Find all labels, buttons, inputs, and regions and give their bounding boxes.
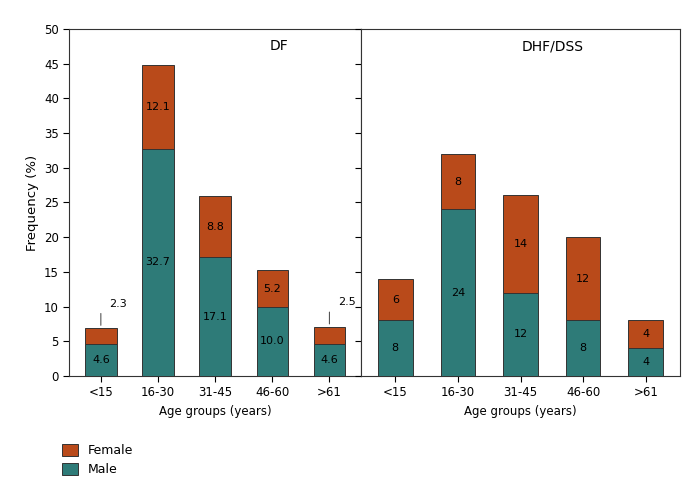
Bar (85, 328, 117, 344)
Text: 10.0: 10.0 (260, 336, 285, 346)
Text: 8: 8 (579, 343, 586, 353)
Text: DF: DF (270, 40, 289, 54)
Text: 32.7: 32.7 (146, 257, 171, 268)
Text: 8: 8 (455, 176, 462, 187)
Bar (566, 321, 600, 376)
Text: 8.8: 8.8 (206, 222, 224, 232)
Text: 17.1: 17.1 (203, 312, 228, 321)
Text: 6: 6 (392, 295, 399, 305)
Text: 4.6: 4.6 (92, 355, 110, 365)
Text: 2.5: 2.5 (338, 297, 356, 307)
Legend: Female, Male: Female, Male (62, 444, 133, 476)
Bar (199, 196, 231, 257)
Text: DHF/DSS: DHF/DSS (521, 40, 584, 54)
Bar (257, 270, 288, 307)
Bar (629, 321, 663, 348)
Bar (142, 65, 174, 149)
Bar (314, 327, 345, 344)
Bar (503, 196, 538, 293)
Text: 12: 12 (576, 274, 590, 284)
Text: 4.6: 4.6 (321, 355, 338, 365)
Bar (441, 209, 475, 376)
Text: 5.2: 5.2 (264, 283, 281, 294)
Bar (314, 344, 345, 376)
Bar (378, 279, 412, 321)
Bar (503, 293, 538, 376)
Bar (85, 344, 117, 376)
Text: 14: 14 (514, 239, 527, 249)
Y-axis label: Frequency (%): Frequency (%) (26, 154, 39, 251)
Bar (441, 154, 475, 209)
Text: 4: 4 (642, 357, 650, 367)
Bar (566, 237, 600, 321)
Bar (142, 149, 174, 376)
X-axis label: Age groups (years): Age groups (years) (464, 405, 577, 418)
Text: 8: 8 (391, 343, 399, 353)
X-axis label: Age groups (years): Age groups (years) (159, 405, 271, 418)
Text: 24: 24 (451, 288, 465, 298)
Bar (378, 321, 412, 376)
Text: 12: 12 (514, 329, 527, 339)
Bar (199, 257, 231, 376)
Text: 2.3: 2.3 (110, 299, 127, 308)
Bar (629, 348, 663, 376)
Text: 4: 4 (642, 329, 650, 339)
Text: 12.1: 12.1 (146, 102, 170, 112)
Bar (257, 307, 288, 376)
